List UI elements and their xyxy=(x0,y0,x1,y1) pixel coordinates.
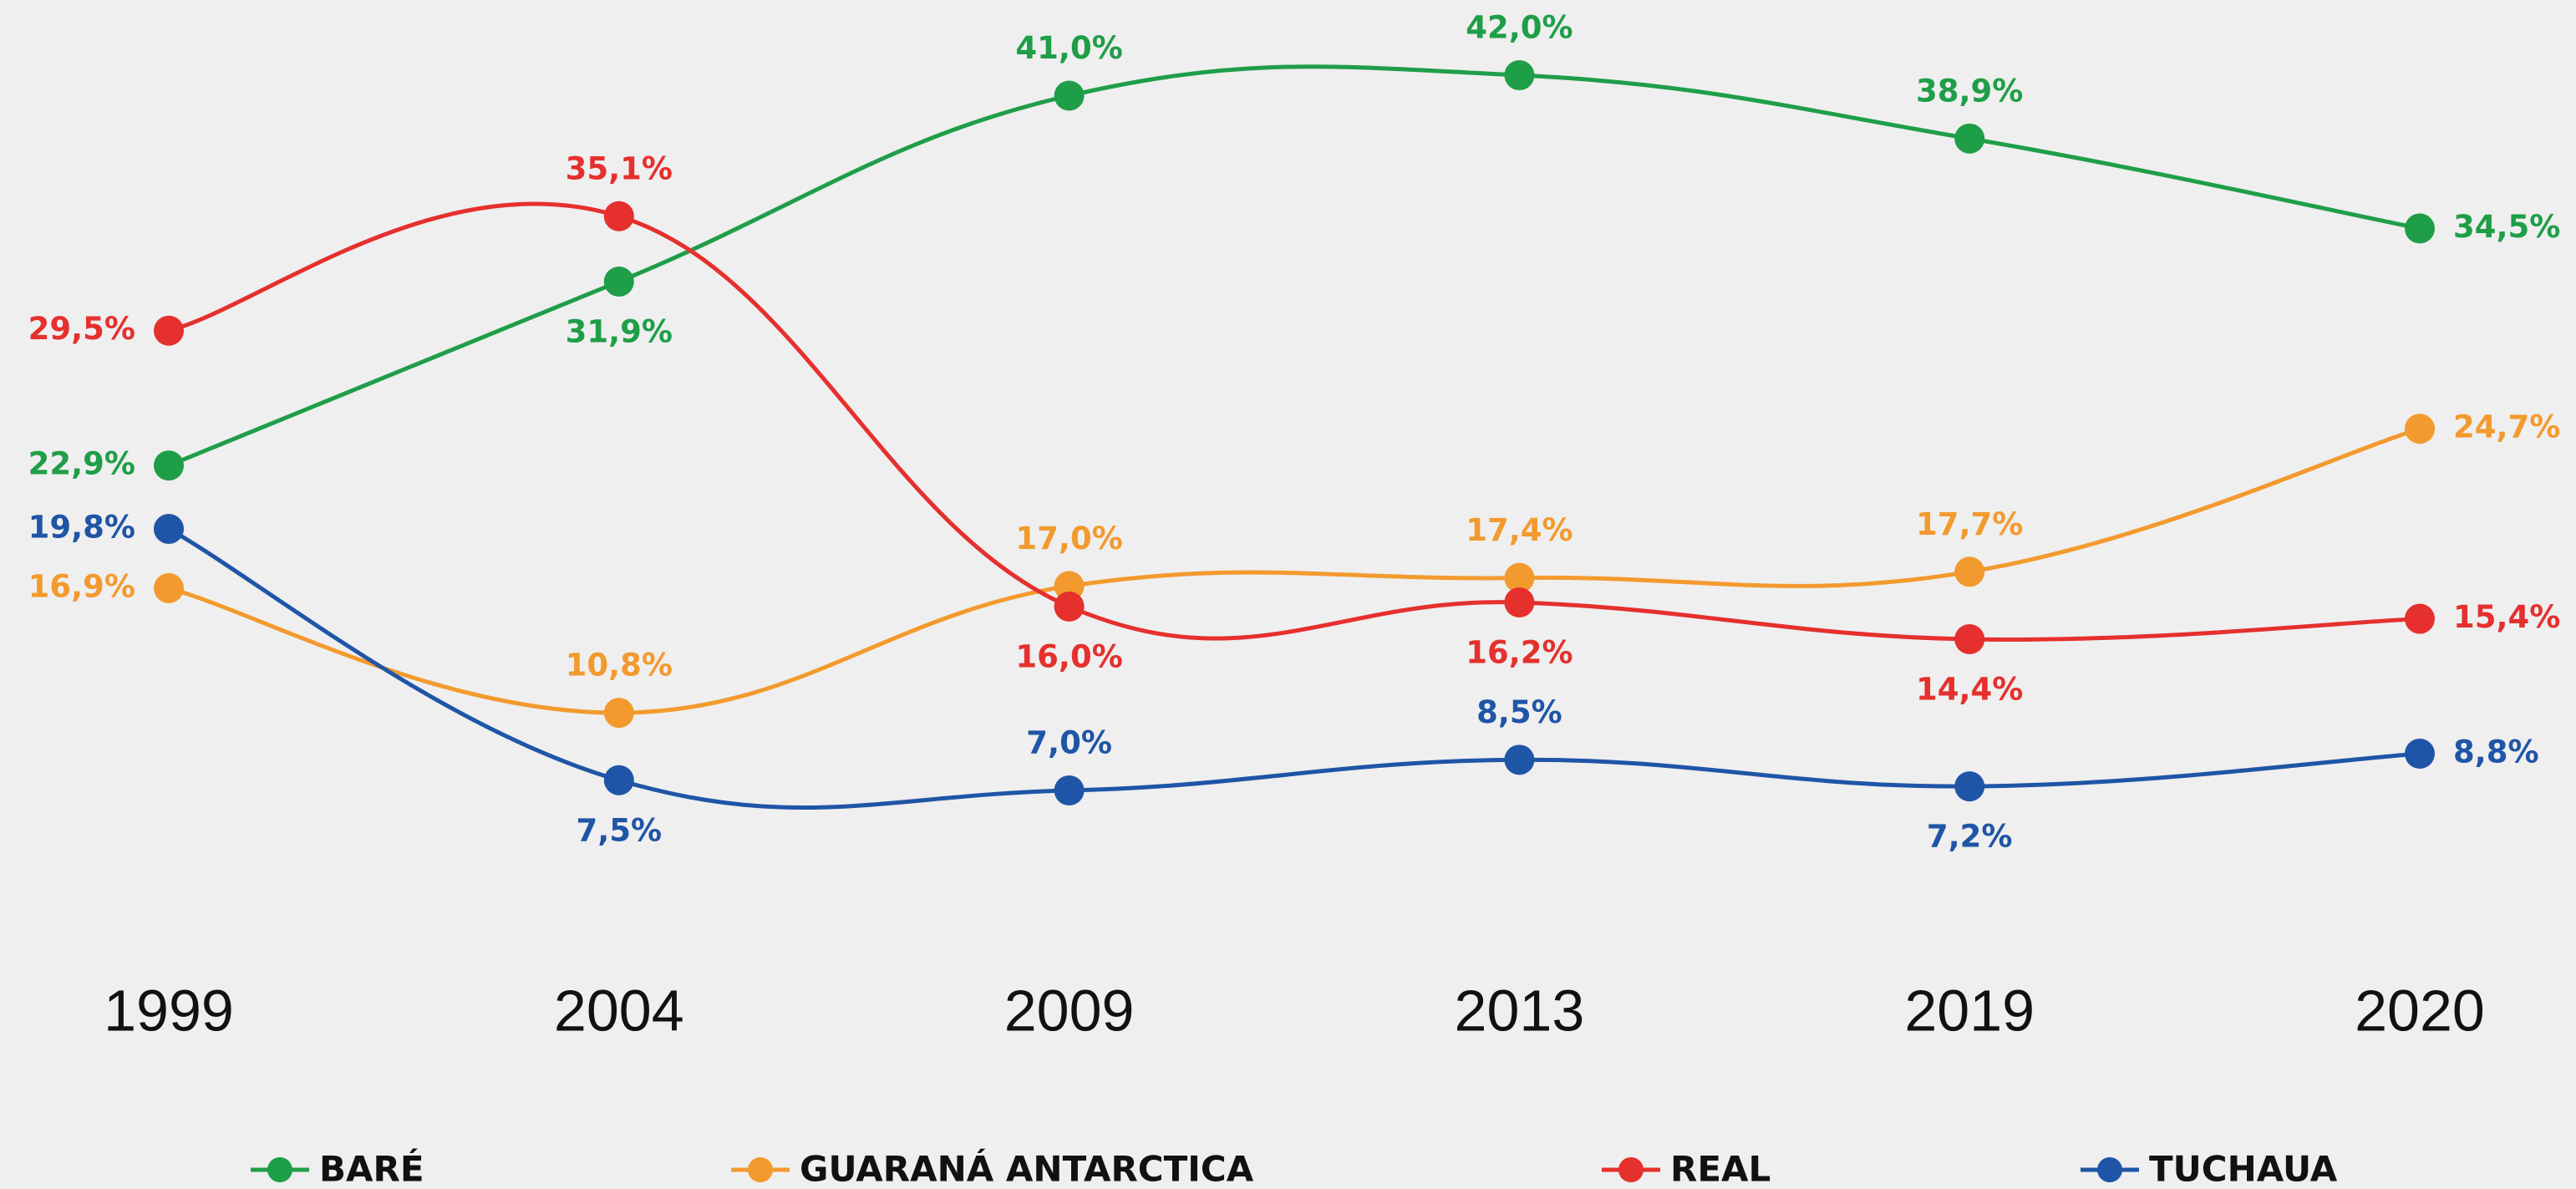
data-point xyxy=(603,267,634,297)
data-label: 7,2% xyxy=(1927,819,2013,855)
data-point xyxy=(2405,738,2435,769)
data-label: 7,5% xyxy=(576,812,662,848)
data-label: 22,9% xyxy=(28,446,135,482)
data-point xyxy=(154,315,184,346)
data-point xyxy=(1954,771,1985,802)
x-tick-label: 2009 xyxy=(1004,978,1135,1043)
data-label: 42,0% xyxy=(1466,10,1573,46)
data-point xyxy=(1954,123,1985,154)
data-label: 14,4% xyxy=(1916,672,2023,708)
data-label: 17,7% xyxy=(1916,506,2023,542)
series-line xyxy=(168,64,2421,468)
data-label: 8,8% xyxy=(2453,734,2539,770)
data-point xyxy=(2405,414,2435,445)
legend-marker xyxy=(267,1157,292,1182)
data-label: 16,2% xyxy=(1466,634,1573,670)
data-point xyxy=(603,698,634,729)
legend-label: BARÉ xyxy=(319,1148,424,1189)
series-line xyxy=(168,201,2421,642)
x-tick-label: 2004 xyxy=(554,978,684,1043)
data-point xyxy=(1054,775,1085,805)
legend-label: GUARANÁ ANTARCTICA xyxy=(800,1148,1254,1189)
data-label: 16,9% xyxy=(28,568,135,604)
x-tick-label: 2019 xyxy=(1904,978,2035,1043)
series-line xyxy=(168,426,2421,715)
x-tick-label: 1999 xyxy=(104,978,234,1043)
data-label: 38,9% xyxy=(1916,73,2023,109)
x-tick-label: 2013 xyxy=(1455,978,1585,1043)
data-label: 10,8% xyxy=(566,648,673,683)
x-tick-label: 2020 xyxy=(2355,978,2485,1043)
data-label: 8,5% xyxy=(1476,694,1562,730)
data-label: 15,4% xyxy=(2453,599,2560,635)
data-point xyxy=(1504,587,1535,617)
data-label: 31,9% xyxy=(566,314,673,350)
data-label: 41,0% xyxy=(1015,30,1122,66)
legend-marker xyxy=(2097,1157,2122,1182)
data-point xyxy=(1954,624,1985,655)
legend-label: TUCHAUA xyxy=(2149,1149,2338,1189)
data-point xyxy=(1504,562,1535,593)
legend-marker xyxy=(748,1157,773,1182)
data-point xyxy=(154,450,184,481)
series-line xyxy=(167,526,2421,810)
data-label: 24,7% xyxy=(2453,409,2560,445)
legend-label: REAL xyxy=(1670,1149,1771,1189)
data-point xyxy=(1504,744,1535,775)
data-label: 35,1% xyxy=(566,150,673,186)
data-label: 7,0% xyxy=(1026,725,1112,761)
data-point xyxy=(154,513,184,544)
data-label: 34,5% xyxy=(2453,209,2560,245)
data-point xyxy=(2405,603,2435,634)
data-point xyxy=(603,765,634,795)
data-label: 17,4% xyxy=(1466,512,1573,548)
data-point xyxy=(1054,80,1085,111)
data-point xyxy=(1954,556,1985,587)
data-label: 17,0% xyxy=(1015,521,1122,556)
data-point xyxy=(1054,591,1085,622)
data-point xyxy=(2405,213,2435,244)
data-label: 16,0% xyxy=(1015,638,1122,674)
data-point xyxy=(1504,60,1535,90)
legend-marker xyxy=(1618,1157,1644,1182)
data-label: 29,5% xyxy=(28,311,135,347)
data-point xyxy=(154,572,184,603)
data-label: 19,8% xyxy=(28,509,135,545)
data-point xyxy=(603,201,634,231)
